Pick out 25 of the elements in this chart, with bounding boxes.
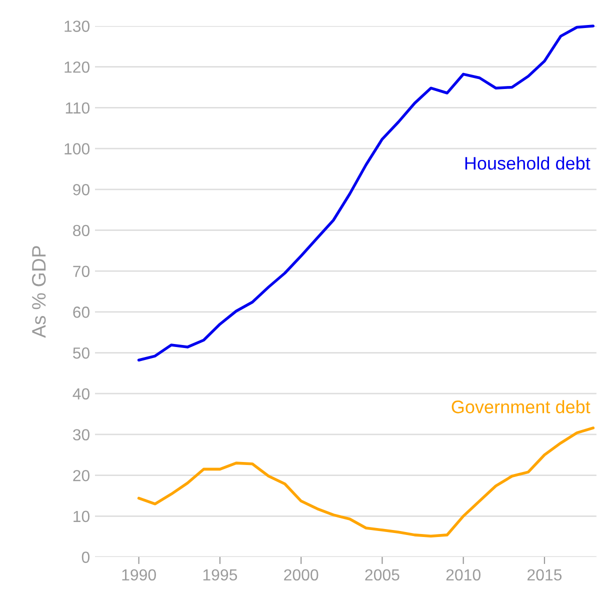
y-tick-label: 80 <box>73 224 90 236</box>
y-axis-title: As % GDP <box>32 246 46 338</box>
y-tick-label: 60 <box>73 306 90 318</box>
text: Household debt <box>465 156 590 170</box>
x-tick-label: 1990 <box>122 569 156 581</box>
y-tick-label: 120 <box>64 61 90 73</box>
y-tick-label: 90 <box>73 184 90 196</box>
x-tick-label: 2010 <box>446 569 480 581</box>
line-series <box>137 426 595 538</box>
y-tick-label: 130 <box>64 20 90 32</box>
y-tick-label: 10 <box>74 510 90 522</box>
y-tick-label: 40 <box>72 388 90 400</box>
y-tick-label: 30 <box>72 429 90 440</box>
x-tick-label: 2015 <box>528 569 562 581</box>
y-tick-label: 100 <box>64 143 90 154</box>
series-label: Government debt <box>452 400 590 414</box>
y-tick-label: 0 <box>82 552 90 563</box>
x-tick-label: 2005 <box>365 569 400 581</box>
x-tick-label: 2000 <box>284 569 318 581</box>
y-tick-label: 70 <box>73 266 90 278</box>
x-tick-label: 1995 <box>203 569 238 581</box>
line-series <box>137 24 595 362</box>
y-tick-label: 110 <box>66 102 90 114</box>
y-tick-label: 20 <box>73 470 90 482</box>
y-tick-label: 50 <box>73 347 90 359</box>
